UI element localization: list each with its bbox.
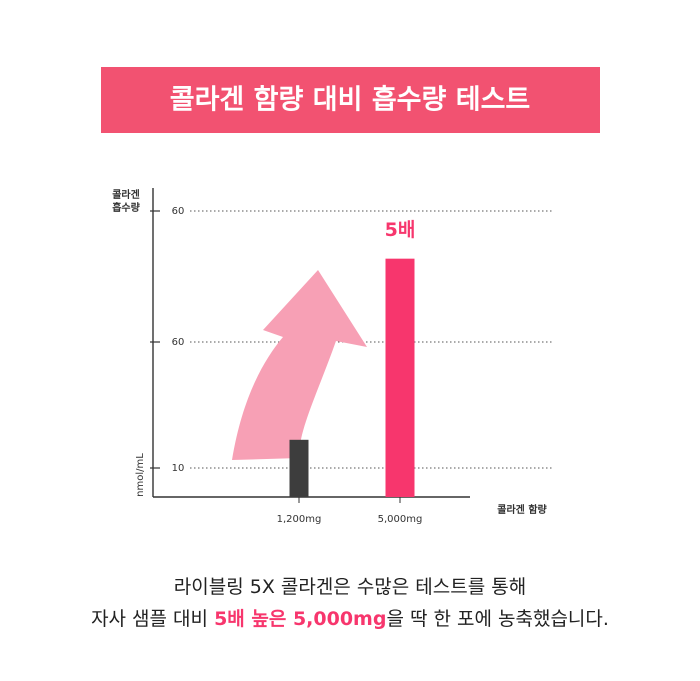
bar xyxy=(385,258,415,497)
y-axis-label: 흡수량 xyxy=(112,201,140,214)
caption-text: 자사 샘플 대비 xyxy=(91,608,215,630)
bar xyxy=(289,439,309,497)
x-axis-label: 콜라겐 함량 xyxy=(497,503,547,516)
chart: 콜라겐 함량 대비 흡수량 테스트 콜라겐 흡수량 nmol/mL 콜라겐 함량… xyxy=(101,67,600,525)
y-tick-label: 60 xyxy=(172,337,185,348)
caption-line: 라이블링 5X 콜라겐은 수많은 테스트를 통해 xyxy=(173,576,527,598)
caption-text: 을 딱 한 포에 농축했습니다. xyxy=(386,608,609,630)
x-tick-label: 5,000mg xyxy=(378,514,423,525)
caption-highlight: 5배 높은 5,000mg xyxy=(214,608,387,630)
axis-ticks xyxy=(150,210,160,469)
y-unit-label: nmol/mL xyxy=(135,453,146,497)
x-tick-label: 1,200mg xyxy=(277,514,322,525)
chart-title: 콜라겐 함량 대비 흡수량 테스트 xyxy=(170,85,531,116)
y-axis-label: 콜라겐 xyxy=(112,188,140,201)
annotation: 5배 xyxy=(385,219,416,241)
caption-line: 자사 샘플 대비 5배 높은 5,000mg을 딱 한 포에 농축했습니다. xyxy=(0,604,700,631)
title-banner xyxy=(101,67,600,133)
y-tick-label: 10 xyxy=(172,463,185,474)
arrow xyxy=(232,270,367,460)
grid xyxy=(190,210,552,469)
y-tick-label: 60 xyxy=(172,206,185,217)
